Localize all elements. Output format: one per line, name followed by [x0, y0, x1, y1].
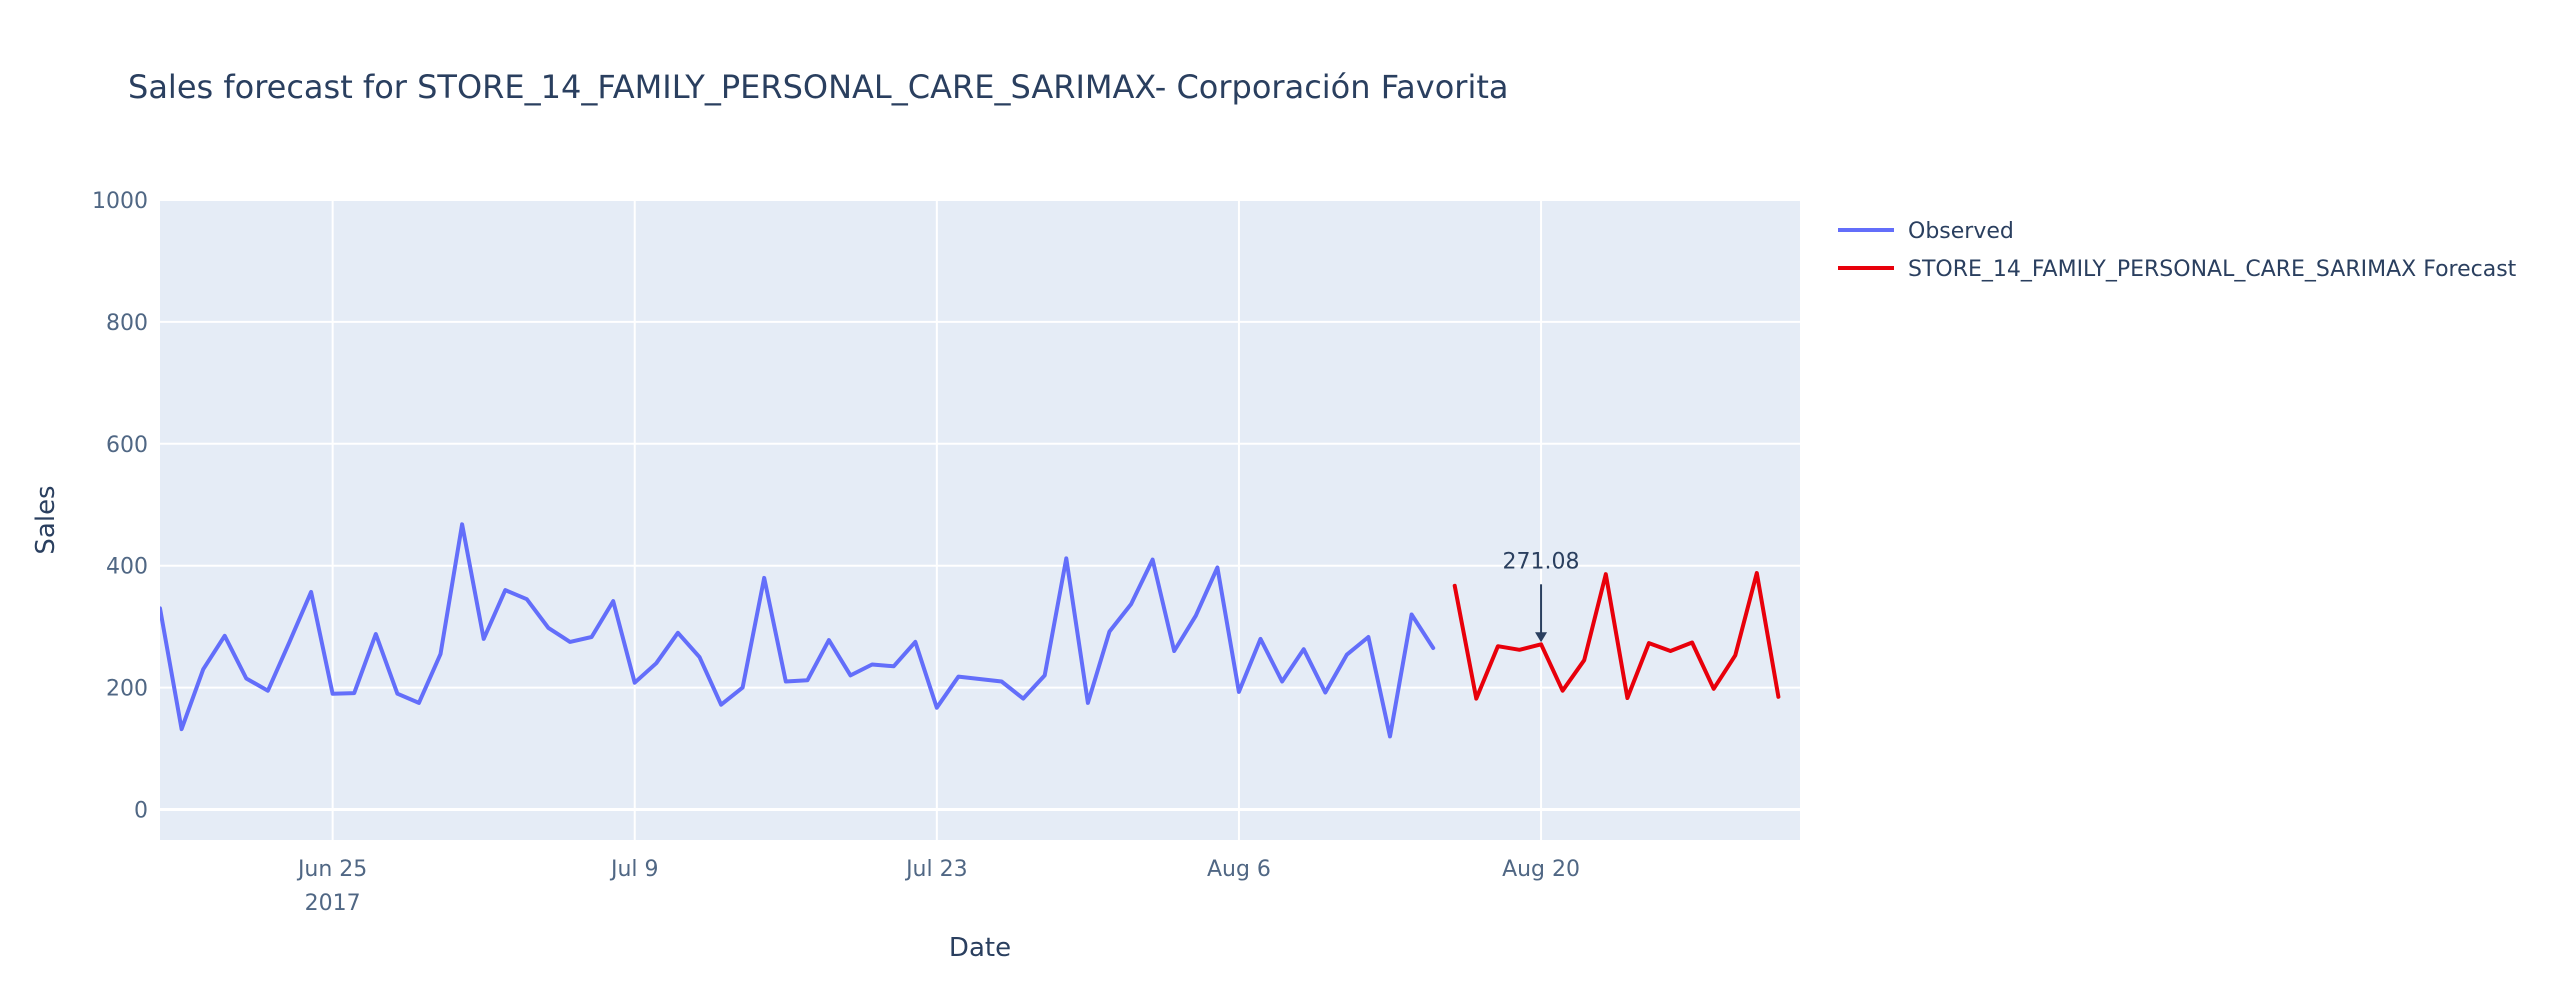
x-tick-sublabel: 2017	[305, 891, 361, 916]
y-tick-label: 800	[106, 311, 148, 336]
x-tick-label: Jul 9	[609, 857, 659, 882]
legend[interactable]: Observed STORE_14_FAMILY_PERSONAL_CARE_SA…	[1838, 219, 2517, 282]
x-tick-label: Jun 25	[296, 857, 367, 882]
annotation-arrowhead	[1535, 632, 1548, 643]
annotations: 271.08	[1503, 549, 1580, 643]
y-axis-label: Sales	[31, 485, 61, 554]
series-line-forecast[interactable]	[1452, 571, 1781, 701]
legend-label: Observed	[1908, 219, 2014, 244]
x-tick-label: Aug 6	[1207, 857, 1271, 882]
y-tick-label: 1000	[92, 189, 148, 214]
x-axis-label: Date	[949, 933, 1011, 963]
x-tick-label: Jul 23	[904, 857, 968, 882]
x-tick-label: Aug 20	[1502, 857, 1580, 882]
legend-item[interactable]: Observed	[1838, 219, 2014, 244]
legend-item[interactable]: STORE_14_FAMILY_PERSONAL_CARE_SARIMAX Fo…	[1838, 257, 2517, 282]
legend-label: STORE_14_FAMILY_PERSONAL_CARE_SARIMAX Fo…	[1908, 257, 2517, 282]
axis-ticks: 0 200 400 600 800 1000 Jun 25 2017 Jul 9 Jul 23 Au…	[92, 189, 1580, 916]
annotation-label: 271.08	[1503, 549, 1580, 574]
y-tick-label: 400	[106, 555, 148, 580]
series-line-observed[interactable]	[160, 522, 1436, 739]
y-tick-label: 600	[106, 433, 148, 458]
grid	[160, 199, 1800, 840]
chart-title: Sales forecast for STORE_14_FAMILY_PERSO…	[128, 68, 1509, 106]
series-layer	[160, 522, 1781, 739]
y-tick-label: 0	[134, 799, 148, 824]
plot-area	[160, 200, 1800, 840]
y-tick-label: 200	[106, 677, 148, 702]
